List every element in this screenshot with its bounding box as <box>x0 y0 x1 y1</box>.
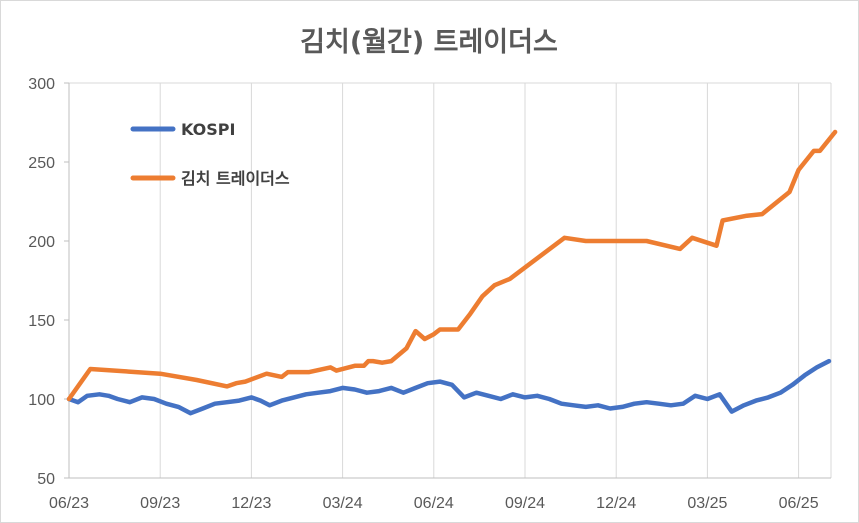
x-tick-label: 12/24 <box>596 495 636 512</box>
grid-lines <box>68 82 832 478</box>
x-tick-label: 03/24 <box>323 495 363 512</box>
y-tick-label: 100 <box>28 392 55 409</box>
y-tick-label: 50 <box>37 471 55 488</box>
chart-title: 김치(월간) 트레이더스 <box>300 27 558 58</box>
kimchi-traders-series-line <box>66 129 838 402</box>
legend-label: KOSPI <box>181 120 235 139</box>
x-tick-label: 09/24 <box>505 495 545 512</box>
y-tick-label: 200 <box>28 234 55 251</box>
legend: KOSPI 김치 트레이더스 <box>130 120 290 188</box>
series-lines <box>66 129 838 416</box>
x-tick-label: 06/24 <box>414 495 454 512</box>
kospi-series-line <box>66 358 832 416</box>
x-tick-label: 06/25 <box>779 495 819 512</box>
axes: 06/23 09/23 12/23 03/24 06/24 09/24 12/24 03/25… <box>28 76 831 512</box>
legend-label: 김치 트레이더스 <box>181 169 290 188</box>
x-tick-label: 03/25 <box>687 495 727 512</box>
x-tick-label: 06/23 <box>49 495 89 512</box>
x-tick-label: 09/23 <box>140 495 180 512</box>
x-tick-label: 12/23 <box>231 495 271 512</box>
y-tick-label: 300 <box>28 76 55 93</box>
y-tick-label: 250 <box>28 155 55 172</box>
y-tick-label: 150 <box>28 313 55 330</box>
